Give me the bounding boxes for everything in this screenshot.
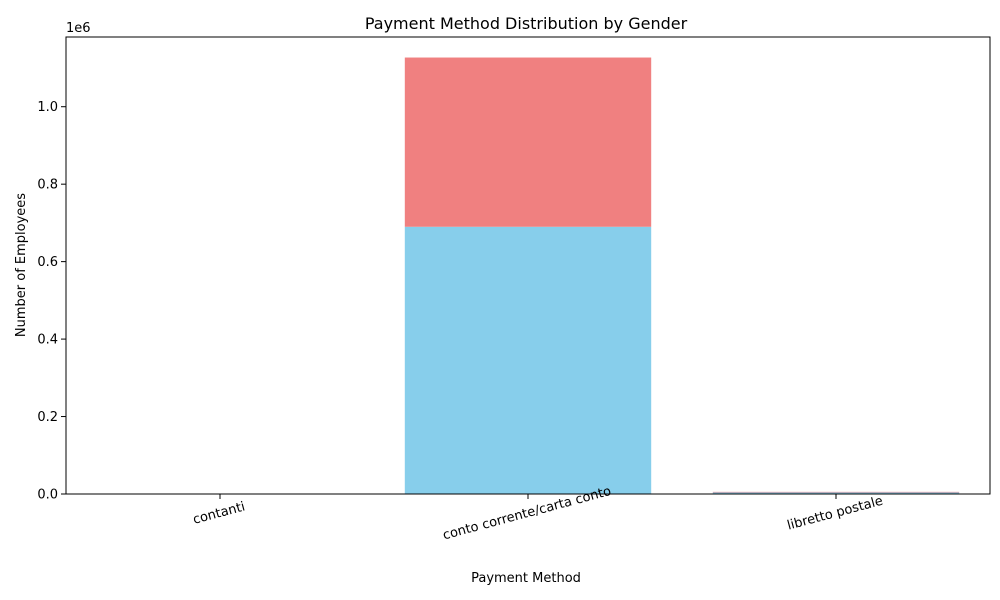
bar-2-3 xyxy=(712,491,960,493)
y-tick-label: 0.4 xyxy=(37,333,58,348)
y-tick-label: 0.6 xyxy=(37,255,58,270)
y-axis-label: Number of Employees xyxy=(14,193,29,337)
bars-group xyxy=(96,57,960,494)
y-offset-label: 1e6 xyxy=(66,21,91,36)
chart-title: Payment Method Distribution by Gender xyxy=(365,14,688,33)
y-tick-label: 0.0 xyxy=(37,488,58,503)
bar-1-2 xyxy=(404,226,652,494)
y-tick-label: 0.2 xyxy=(37,410,58,425)
bar-1-3 xyxy=(712,492,960,494)
y-tick-label: 1.0 xyxy=(37,100,58,115)
y-axis: 0.0 0.2 0.4 0.6 0.8 1.0 xyxy=(37,100,66,503)
bar-2-2 xyxy=(404,57,652,227)
x-axis-label: Payment Method xyxy=(471,571,581,586)
y-tick-label: 0.8 xyxy=(37,178,58,193)
